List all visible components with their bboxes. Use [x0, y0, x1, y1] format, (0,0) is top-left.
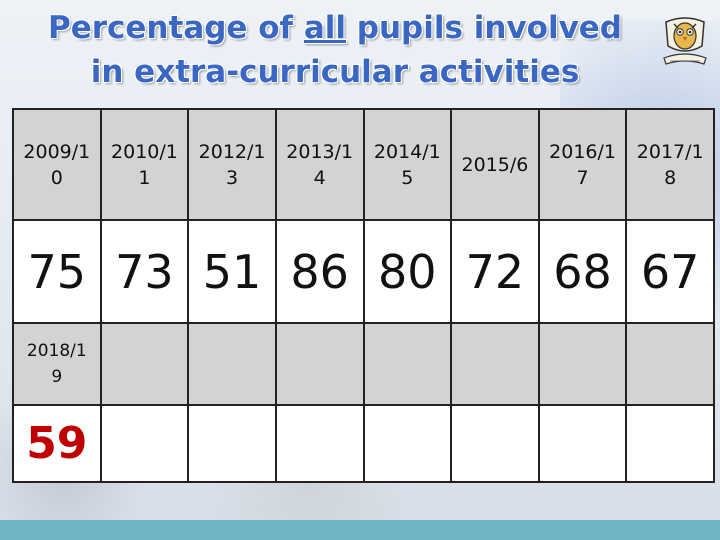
percentage-cell: 51	[187, 219, 277, 324]
empty-cell	[99, 404, 190, 483]
year-cell: 2016/1 7	[537, 108, 628, 221]
title-emphasis: all	[303, 10, 346, 46]
year-cell: 2013/1 4	[274, 108, 365, 221]
year-cell: 2018/1 9	[12, 322, 102, 406]
year-cell: 2017/1 8	[625, 108, 715, 221]
empty-cell	[99, 322, 190, 406]
title-line-2: in extra-curricular activities	[90, 54, 580, 90]
empty-cell	[450, 404, 540, 483]
empty-cell	[362, 404, 453, 483]
empty-cell	[274, 404, 365, 483]
activities-table: 2009/1 0 2010/1 1 2012/1 3 2013/1 4 2014/1 5 …	[12, 108, 715, 483]
owl-crest-icon	[663, 17, 707, 65]
percentage-cell: 72	[450, 219, 540, 324]
percentage-cell: 67	[625, 219, 715, 324]
year-header-row: 2009/1 0 2010/1 1 2012/1 3 2013/1 4 2014/1 5 …	[12, 108, 715, 221]
bottom-bar	[0, 520, 720, 540]
empty-cell	[537, 404, 628, 483]
empty-cell	[274, 322, 365, 406]
year-cell: 2015/6	[450, 108, 540, 221]
empty-cell	[187, 322, 277, 406]
extra-percentage-row: 59	[12, 404, 715, 483]
year-cell: 2012/1 3	[187, 108, 277, 221]
percentage-cell: 80	[362, 219, 453, 324]
page-title: Percentage of all pupils involved in ext…	[30, 6, 640, 94]
highlight-percentage-cell: 59	[12, 404, 102, 483]
empty-cell	[537, 322, 628, 406]
year-cell: 2010/1 1	[99, 108, 190, 221]
empty-cell	[362, 322, 453, 406]
percentage-cell: 75	[12, 219, 102, 324]
percentage-cell: 86	[274, 219, 365, 324]
empty-cell	[187, 404, 277, 483]
percentage-cell: 73	[99, 219, 190, 324]
percentage-cell: 68	[537, 219, 628, 324]
empty-cell	[450, 322, 540, 406]
year-cell: 2014/1 5	[362, 108, 453, 221]
extra-year-row: 2018/1 9	[12, 322, 715, 406]
title-line-1: Percentage of all pupils involved	[48, 10, 622, 46]
percentage-row: 75 73 51 86 80 72 68 67	[12, 219, 715, 324]
year-cell: 2009/1 0	[12, 108, 102, 221]
empty-cell	[625, 322, 715, 406]
empty-cell	[625, 404, 715, 483]
